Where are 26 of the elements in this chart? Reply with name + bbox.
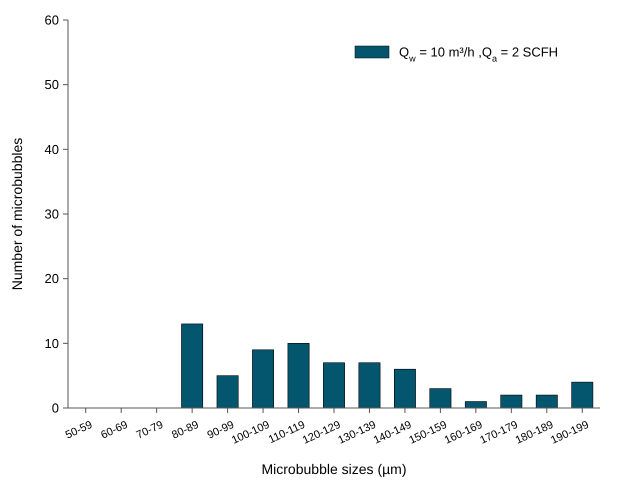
y-axis-title: Number of microbubbles xyxy=(9,138,25,290)
y-tick-label: 60 xyxy=(44,12,59,28)
y-tick-label: 30 xyxy=(44,206,59,222)
bar xyxy=(429,388,452,408)
bar xyxy=(571,382,594,408)
bar xyxy=(394,368,416,408)
x-tick-label: 80-89 xyxy=(170,418,201,442)
y-tick-label: 10 xyxy=(44,336,59,351)
y-tick-label: 0 xyxy=(52,400,59,416)
legend-label: Q$_{w}$ = 10 m³/h ,Q$_{a}$ = 2 SCFH xyxy=(399,44,558,64)
bar xyxy=(216,375,239,408)
bar xyxy=(181,324,204,408)
bar xyxy=(358,362,380,408)
y-tick-label: 50 xyxy=(44,77,59,92)
y-tick-label: 20 xyxy=(44,271,59,286)
y-tick-label: 40 xyxy=(44,142,59,157)
x-tick-label: 50-59 xyxy=(64,418,94,442)
x-axis-title: Microbubble sizes (µm) xyxy=(262,461,406,477)
bar xyxy=(464,401,487,408)
bar xyxy=(252,350,274,408)
x-tick-label: 70-79 xyxy=(134,418,166,442)
bar xyxy=(536,394,558,408)
bar xyxy=(288,343,310,408)
bar xyxy=(323,362,345,408)
bar xyxy=(500,394,522,408)
x-tick-label: 60-69 xyxy=(99,418,130,442)
